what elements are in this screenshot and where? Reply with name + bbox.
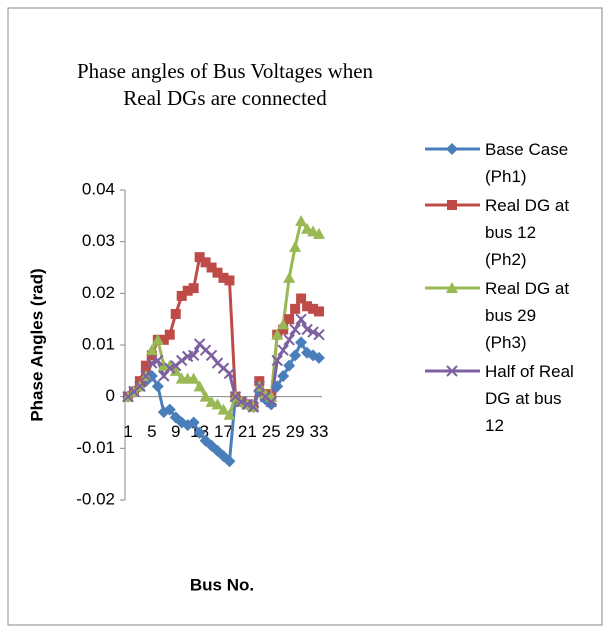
point: [187, 372, 200, 384]
point: [277, 370, 290, 382]
point: [176, 354, 188, 367]
point: [217, 403, 230, 415]
point: [301, 323, 313, 336]
point: [283, 334, 295, 346]
point: [241, 398, 254, 411]
point: [146, 350, 157, 361]
point: [193, 426, 206, 439]
point: [283, 271, 296, 283]
point: [176, 290, 187, 301]
y-axis-title: Phase Angles (rad): [27, 268, 46, 421]
point: [302, 301, 313, 312]
point: [218, 272, 229, 283]
point: [446, 143, 458, 155]
point: [289, 240, 302, 252]
point: [193, 380, 206, 392]
point: [187, 416, 200, 429]
x-tick-label: 1: [123, 422, 132, 441]
y-tick-label: 0.02: [82, 283, 115, 302]
legend-entry: Base Case (Ph1): [485, 140, 569, 186]
point: [140, 360, 151, 371]
point: [289, 349, 302, 362]
point: [224, 275, 235, 286]
point: [313, 227, 326, 239]
point: [308, 303, 319, 314]
point: [278, 324, 289, 335]
y-tick-label: -0.01: [76, 438, 115, 457]
point: [271, 380, 284, 393]
point: [146, 357, 158, 369]
y-tick-label: 0: [106, 386, 115, 405]
point: [194, 252, 205, 263]
point: [295, 215, 308, 226]
point: [283, 359, 296, 372]
point: [134, 380, 146, 393]
point: [187, 349, 200, 362]
point: [199, 390, 212, 402]
point: [170, 309, 181, 319]
point: [140, 370, 152, 382]
x-tick-label: 9: [171, 422, 180, 441]
point: [212, 267, 223, 278]
point: [151, 333, 164, 345]
x-tick-label: 25: [262, 422, 281, 441]
y-tick-label: 0.01: [82, 334, 115, 353]
point: [447, 200, 457, 210]
x-axis-title: Bus No.: [190, 575, 254, 594]
point: [296, 293, 307, 304]
point: [158, 370, 170, 382]
point: [253, 380, 266, 393]
x-tick-label: 29: [286, 422, 305, 441]
point: [163, 403, 176, 416]
point: [271, 354, 283, 367]
point: [145, 344, 158, 356]
point: [446, 365, 458, 377]
point: [446, 282, 458, 293]
x-tick-label: 5: [147, 422, 156, 441]
point: [211, 398, 224, 410]
y-tick-label: 0.03: [82, 231, 115, 250]
point: [235, 396, 248, 408]
x-tick-label: 33: [310, 422, 329, 441]
x-tick-label: 17: [214, 422, 233, 441]
point: [182, 285, 193, 296]
point: [223, 455, 236, 468]
point: [277, 318, 290, 330]
chart-title: Phase angles of Bus Voltages when Real D…: [76, 59, 374, 110]
point: [247, 401, 260, 413]
point: [188, 283, 199, 294]
point: [295, 336, 308, 349]
point: [205, 349, 218, 362]
point: [289, 323, 301, 336]
x-tick-label: 21: [238, 422, 257, 441]
point: [151, 380, 164, 393]
point: [271, 328, 284, 340]
point: [206, 262, 217, 273]
point: [313, 351, 326, 364]
point: [164, 329, 175, 340]
y-tick-label: -0.02: [76, 489, 115, 508]
point: [284, 314, 295, 325]
legend-entry: Half of Real DG at bus 12: [485, 362, 574, 435]
y-tick-label: 0.04: [82, 179, 115, 198]
point: [223, 408, 236, 420]
legend-entry: Real DG at bus 12 (Ph2): [485, 196, 570, 269]
point: [164, 362, 176, 374]
point: [223, 367, 236, 380]
point: [290, 303, 301, 314]
point: [295, 313, 307, 325]
point: [313, 328, 325, 341]
point: [307, 326, 319, 338]
point: [200, 257, 211, 268]
point: [169, 364, 182, 376]
point: [277, 344, 289, 356]
point: [265, 396, 277, 408]
point: [152, 354, 164, 367]
point: [158, 334, 169, 345]
point: [314, 306, 325, 317]
legend-entry: Real DG at bus 29 (Ph3): [485, 279, 570, 352]
